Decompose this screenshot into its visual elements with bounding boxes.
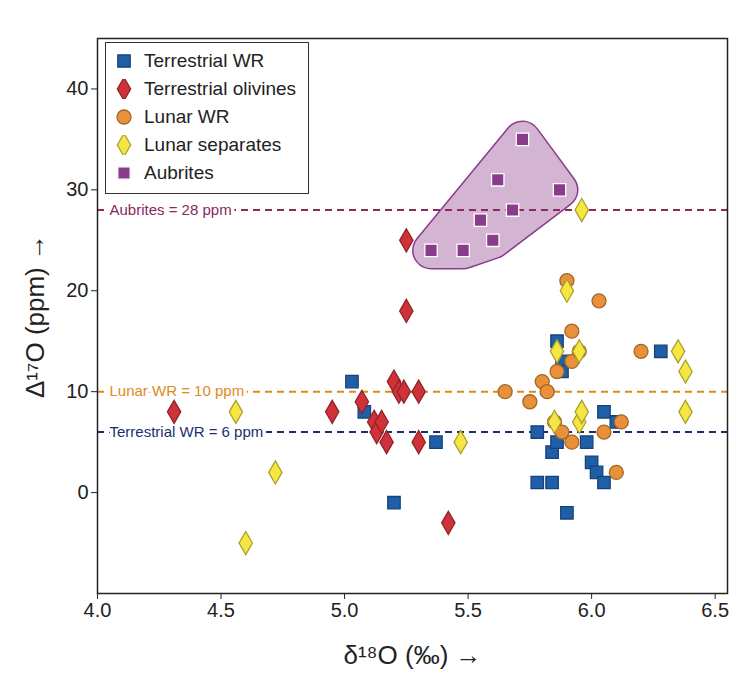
svg-text:4.5: 4.5 [207,599,235,621]
html-text:Terrestrial olivines: Terrestrial olivines [144,78,296,99]
svg-text:6.0: 6.0 [578,599,606,621]
svg-text:40: 40 [66,77,88,99]
svg-text:6.5: 6.5 [701,599,729,621]
html-text:Aubrites: Aubrites [144,162,214,183]
svg-text:Δ¹⁷O (ppm) →: Δ¹⁷O (ppm) → [20,234,50,398]
svg-text:30: 30 [66,178,88,200]
svg-text:20: 20 [66,279,88,301]
svg-text:Terrestrial WR = 6 ppm: Terrestrial WR = 6 ppm [110,423,264,440]
svg-text:5.5: 5.5 [454,599,482,621]
svg-text:4.0: 4.0 [84,599,112,621]
html-text:Terrestrial WR: Terrestrial WR [144,50,265,71]
html-text:Lunar separates: Lunar separates [144,134,282,155]
svg-text:δ¹⁸O (‰) →: δ¹⁸O (‰) → [343,640,481,670]
svg-text:Aubrites = 28 ppm: Aubrites = 28 ppm [110,201,232,218]
svg-text:5.0: 5.0 [331,599,359,621]
svg-text:Lunar WR = 10 ppm: Lunar WR = 10 ppm [110,382,245,399]
svg-text:0: 0 [77,481,88,503]
html-text:Lunar WR: Lunar WR [144,106,230,127]
svg-text:10: 10 [66,380,88,402]
